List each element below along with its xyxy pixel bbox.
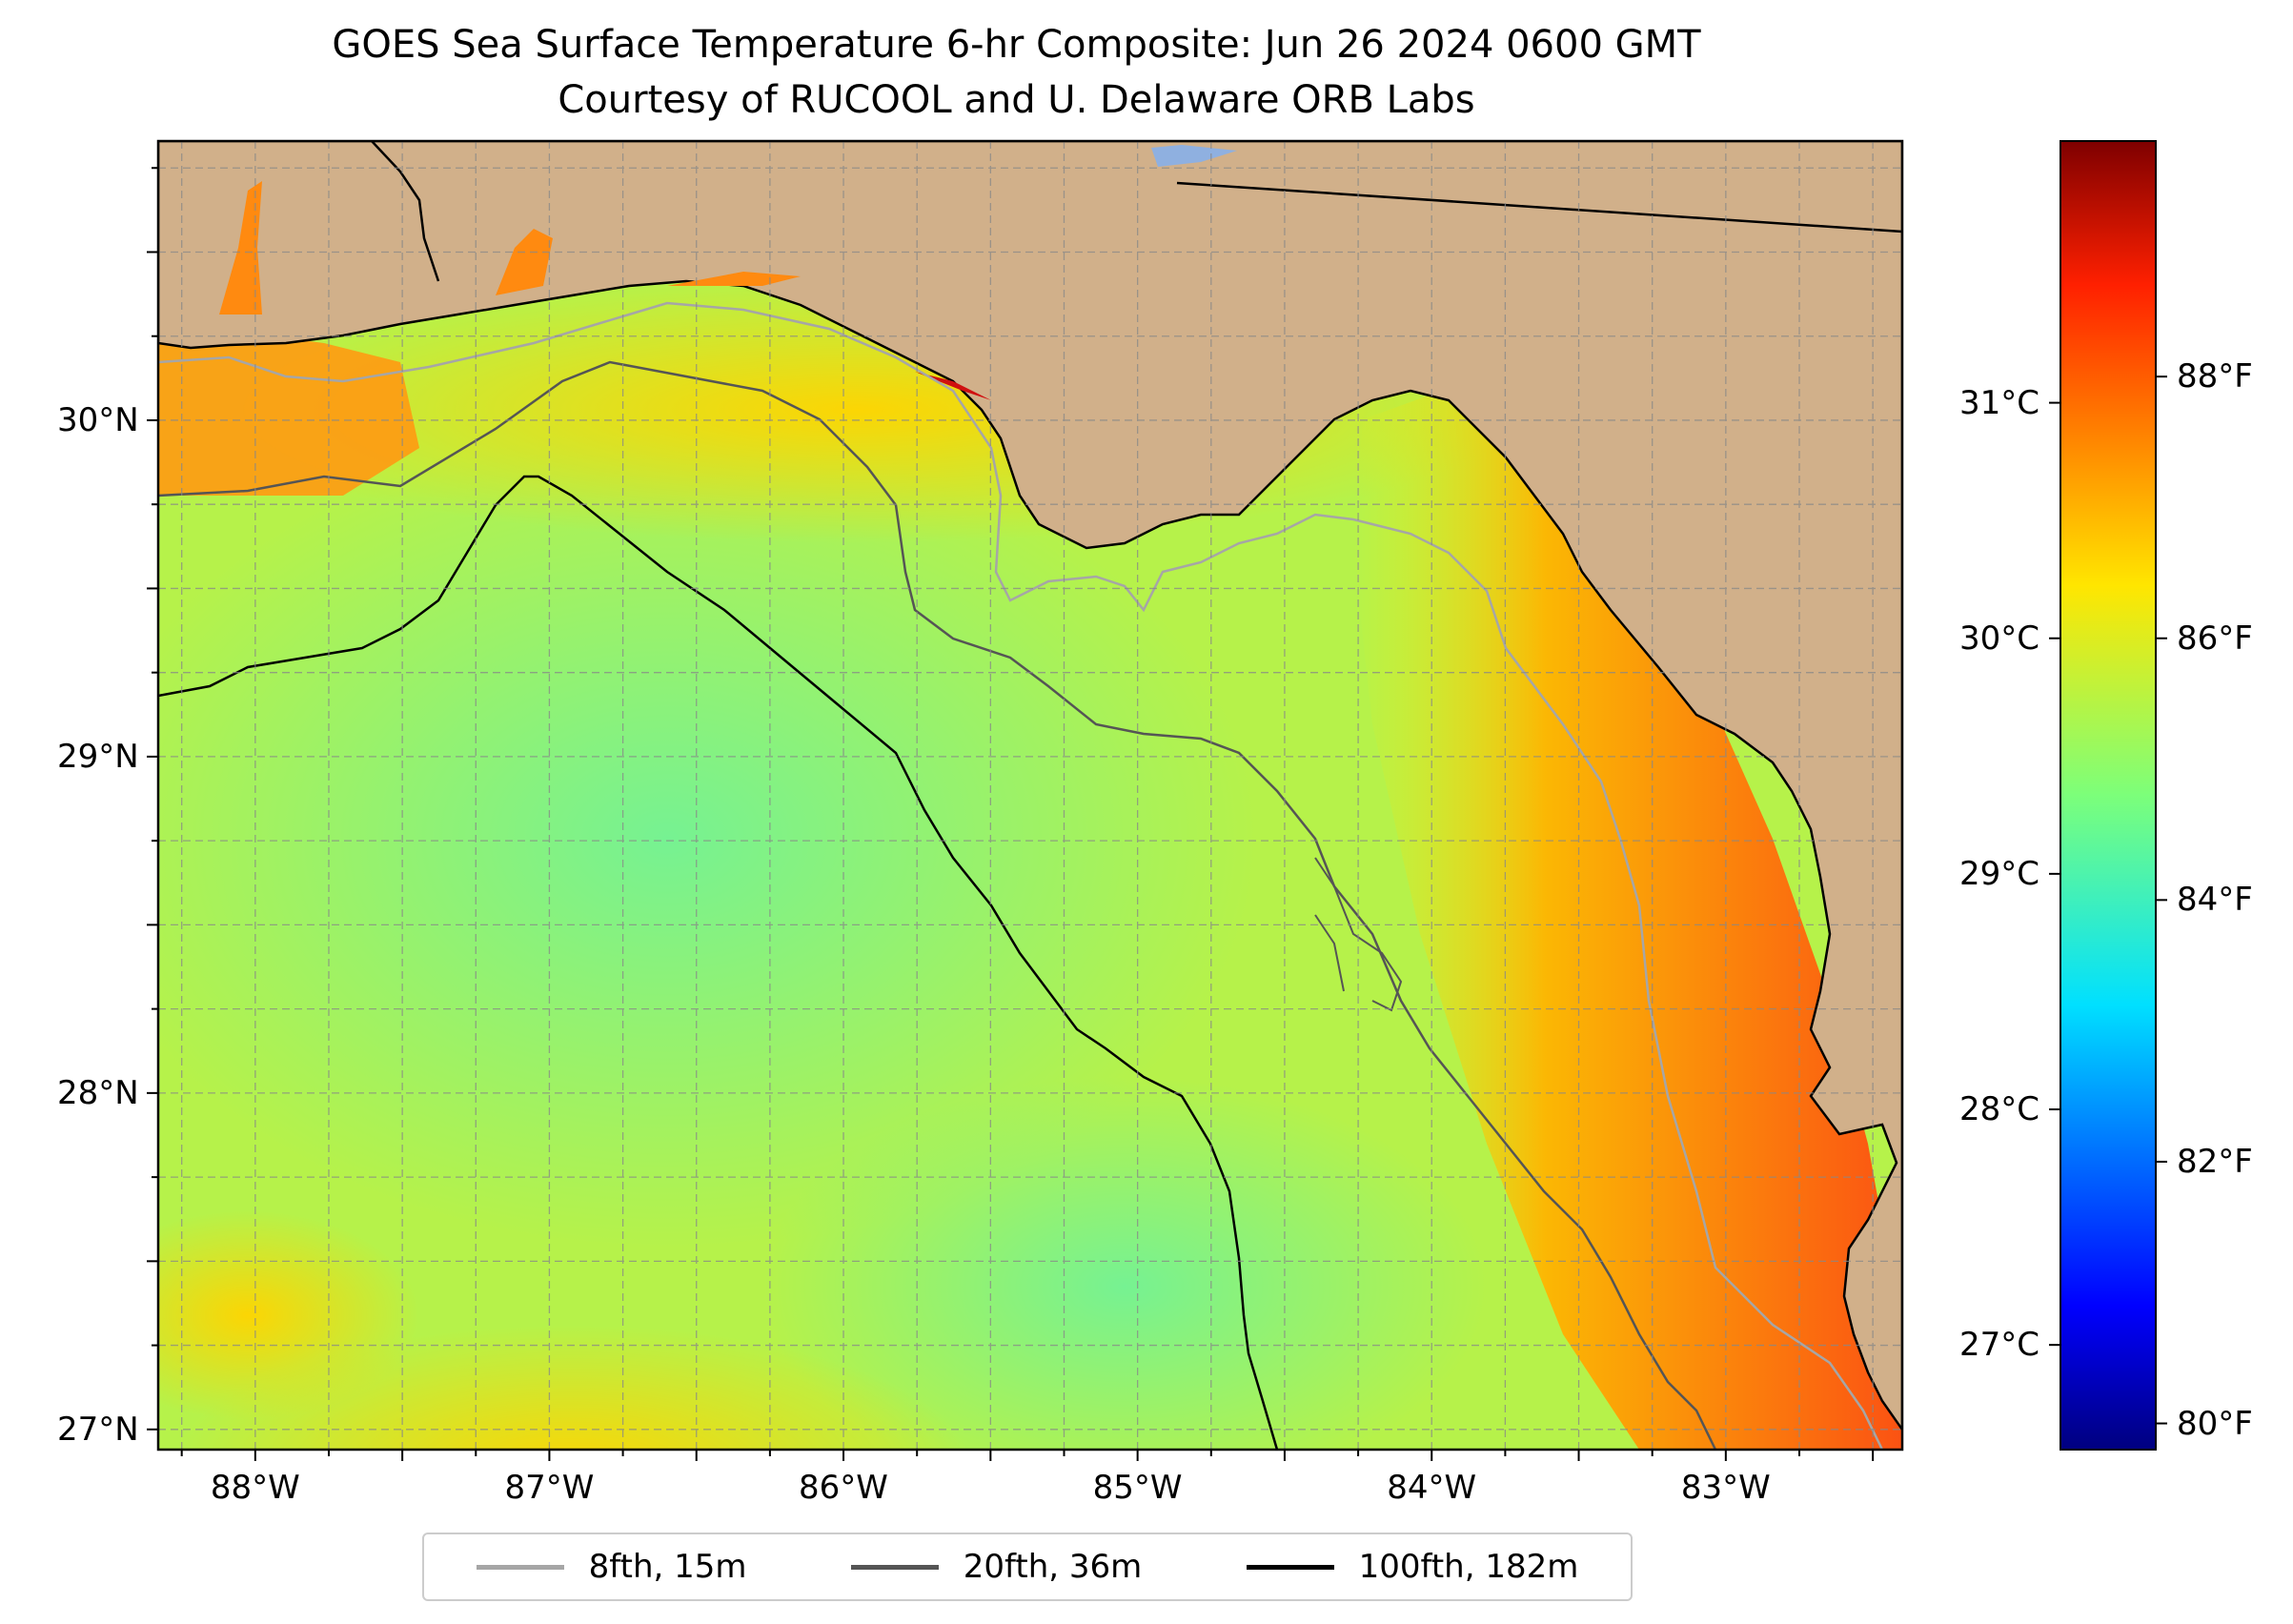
state-border-ga-fl xyxy=(1176,181,1902,233)
lat-tick-label: 30°N xyxy=(57,400,139,439)
colorbar-c-label: 28°C xyxy=(1959,1090,2040,1129)
sst-cool-south xyxy=(762,1077,1487,1450)
legend-line-15m xyxy=(476,1564,564,1570)
bay-pensacola xyxy=(219,181,262,315)
land-mass xyxy=(158,141,1902,1432)
colorbar-f-label: 80°F xyxy=(2177,1404,2253,1443)
colorbar-f-label: 88°F xyxy=(2177,357,2253,396)
sst-field xyxy=(158,141,1902,1450)
lat-tick-label: 27°N xyxy=(57,1410,139,1449)
lon-tick-label: 85°W xyxy=(1092,1469,1183,1507)
legend-line-182m xyxy=(1246,1564,1334,1570)
colorbar-f-label: 86°F xyxy=(2177,619,2253,658)
chart-subtitle: Courtesy of RUCOOL and U. Delaware ORB L… xyxy=(558,78,1475,122)
lon-tick-label: 86°W xyxy=(799,1469,888,1507)
lon-tick-label: 83°W xyxy=(1680,1469,1771,1507)
legend-label-15m: 8fth, 15m xyxy=(588,1548,747,1586)
graticule-grid xyxy=(158,141,1902,1450)
sst-warm-bigbend xyxy=(1353,381,1902,1450)
isobath-36m-islands xyxy=(1314,857,1403,1012)
colorbar-c-label: 27°C xyxy=(1959,1326,2040,1365)
colorbar xyxy=(2060,140,2157,1451)
legend-item-182m: 100fth, 182m xyxy=(1246,1548,1579,1586)
lat-tick-label: 29°N xyxy=(57,737,139,776)
lat-tick-label: 28°N xyxy=(57,1073,139,1112)
colorbar-f-label: 82°F xyxy=(2177,1142,2253,1181)
colorbar-ticks xyxy=(2049,376,2167,1425)
bay-choctawhatchee xyxy=(496,229,553,295)
colorbar-f-label: 84°F xyxy=(2177,881,2253,920)
map-frame xyxy=(156,139,1904,1451)
legend-line-36m xyxy=(850,1564,939,1570)
sst-west-orange xyxy=(158,305,419,496)
isobath-legend: 8fth, 15m 20fth, 36m 100fth, 182m xyxy=(422,1533,1633,1601)
state-border-al-fl xyxy=(371,141,440,282)
lon-tick-label: 87°W xyxy=(504,1469,595,1507)
sst-warm-southwest xyxy=(158,1210,419,1420)
chart-title: GOES Sea Surface Temperature 6-hr Compos… xyxy=(332,23,1701,67)
colorbar-c-label: 29°C xyxy=(1959,854,2040,893)
colorbar-c-label: 31°C xyxy=(1959,383,2040,422)
legend-item-36m: 20fth, 36m xyxy=(850,1548,1143,1586)
sst-cool-core xyxy=(158,429,1258,1248)
isobath-15m xyxy=(158,301,1884,1450)
legend-label-182m: 100fth, 182m xyxy=(1358,1548,1579,1586)
legend-item-15m: 8fth, 15m xyxy=(476,1548,747,1586)
map-ticks xyxy=(147,167,1875,1461)
bay-st-andrews xyxy=(667,272,801,286)
lon-tick-label: 88°W xyxy=(210,1469,300,1507)
lon-tick-label: 84°W xyxy=(1387,1469,1477,1507)
colorbar-c-label: 30°C xyxy=(1959,619,2040,658)
isobath-182m xyxy=(158,475,1279,1450)
isobath-36m xyxy=(158,360,1717,1450)
legend-label-36m: 20fth, 36m xyxy=(963,1548,1143,1586)
lake-seminole xyxy=(1151,145,1237,167)
